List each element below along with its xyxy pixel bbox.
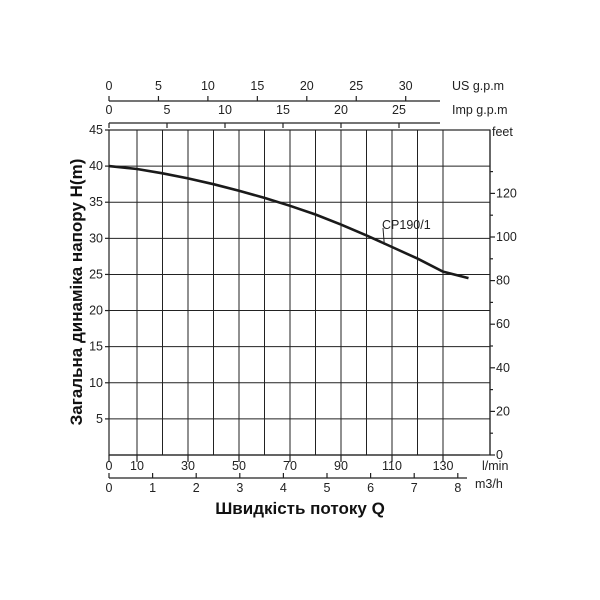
bottom-m3h-tick-label: 0 — [106, 481, 113, 495]
bottom-m3h-tick-label: 7 — [411, 481, 418, 495]
left-tick-label: 35 — [89, 195, 103, 209]
bottom-m3h-tick-label: 6 — [367, 481, 374, 495]
bottom-lmin-tick-label: 50 — [232, 459, 246, 473]
bottom-lmin-tick-label: 90 — [334, 459, 348, 473]
left-tick-label: 15 — [89, 340, 103, 354]
right-tick-label: 0 — [496, 448, 503, 462]
bottom-m3h-unit: m3/h — [475, 477, 503, 491]
bottom-m3h-tick-label: 1 — [149, 481, 156, 495]
axes — [105, 96, 495, 479]
top-usgpm-tick-label: 20 — [300, 79, 314, 93]
left-tick-label: 30 — [89, 231, 103, 245]
top-impgpm-tick-label: 20 — [334, 103, 348, 117]
bottom-lmin-tick-label: 70 — [283, 459, 297, 473]
top-usgpm-tick-label: 25 — [349, 79, 363, 93]
bottom-m3h-tick-label: 4 — [280, 481, 287, 495]
series: CP190/1 — [108, 164, 469, 280]
top-impgpm-tick-label: 25 — [392, 103, 406, 117]
bottom-m3h-tick-label: 2 — [193, 481, 200, 495]
top-usgpm-tick-label: 10 — [201, 79, 215, 93]
top-usgpm-tick-label: 5 — [155, 79, 162, 93]
top-impgpm-unit: Imp g.p.m — [452, 103, 508, 117]
right-tick-label: 20 — [496, 404, 510, 418]
bottom-lmin-tick-label: 110 — [382, 459, 402, 473]
top-impgpm-tick-label: 0 — [106, 103, 113, 117]
bottom-lmin-tick-label: 10 — [130, 459, 144, 473]
bottom-m3h-tick-label: 5 — [324, 481, 331, 495]
series-label-leader — [382, 227, 385, 246]
top-usgpm-tick-label: 30 — [399, 79, 413, 93]
top-usgpm-tick-label: 15 — [250, 79, 264, 93]
right-tick-label: 80 — [496, 274, 510, 288]
left-tick-label: 45 — [89, 123, 103, 137]
left-tick-label: 10 — [89, 376, 103, 390]
top-impgpm-tick-label: 5 — [164, 103, 171, 117]
top-usgpm-unit: US g.p.m — [452, 79, 504, 93]
bottom-m3h-tick-label: 8 — [454, 481, 461, 495]
bottom-m3h-tick-label: 3 — [236, 481, 243, 495]
right-tick-label: 40 — [496, 361, 510, 375]
bottom-lmin-tick-label: 0 — [106, 459, 113, 473]
series-line-cp190-1 — [108, 164, 469, 280]
top-impgpm-tick-label: 10 — [218, 103, 232, 117]
right-tick-label: 120 — [496, 186, 517, 200]
right-tick-label: 60 — [496, 317, 510, 331]
series-label: CP190/1 — [382, 218, 431, 232]
left-tick-label: 25 — [89, 267, 103, 281]
left-tick-label: 20 — [89, 304, 103, 318]
left-tick-label: 5 — [96, 412, 103, 426]
bottom-lmin-tick-label: 30 — [181, 459, 195, 473]
plot-frame — [108, 129, 491, 456]
top-usgpm-tick-label: 0 — [106, 79, 113, 93]
bottom-lmin-unit: l/min — [482, 459, 508, 473]
top-impgpm-tick-label: 15 — [276, 103, 290, 117]
bottom-lmin-tick-label: 130 — [433, 459, 454, 473]
x-axis-title: Швидкість потоку Q — [215, 499, 385, 518]
right-axis-unit: feet — [492, 125, 513, 139]
y-axis-title: Загальна динаміка напору H(m) — [67, 159, 86, 426]
right-tick-label: 100 — [496, 230, 517, 244]
left-tick-label: 40 — [89, 159, 103, 173]
grid — [109, 129, 490, 455]
